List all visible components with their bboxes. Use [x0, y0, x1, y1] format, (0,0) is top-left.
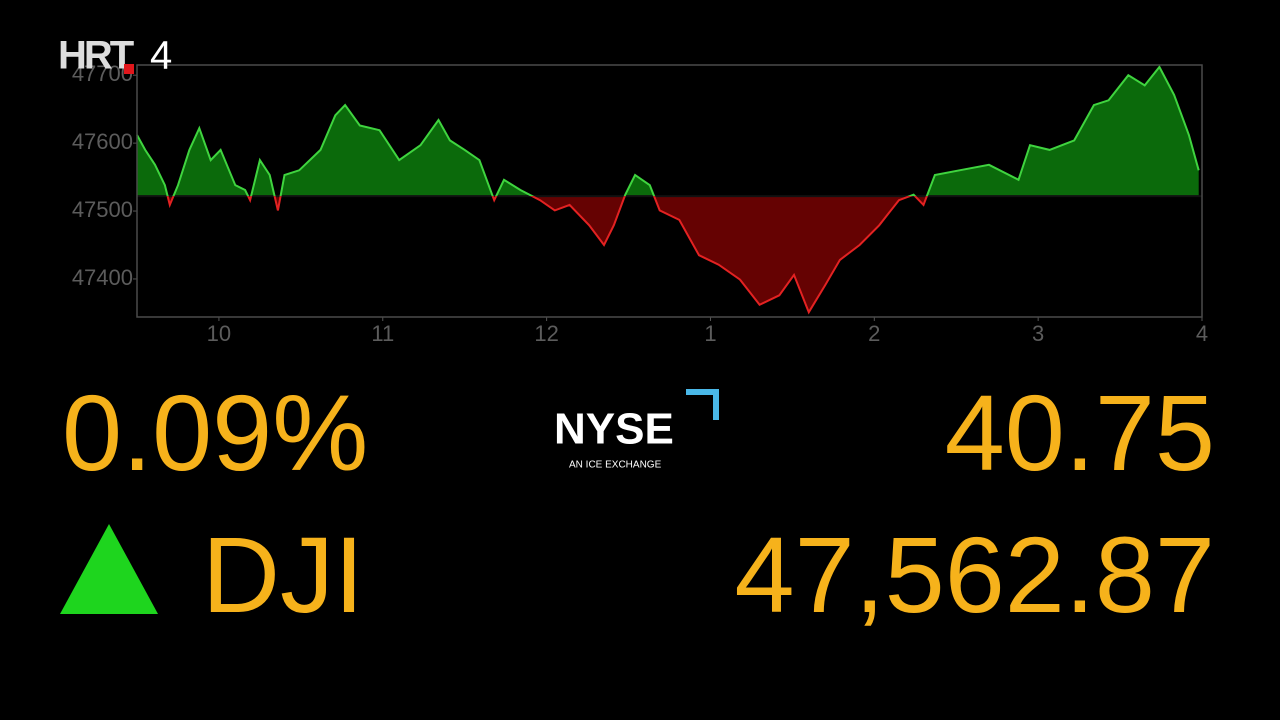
x-tick-label: 11	[371, 321, 394, 346]
y-tick-label: 47500	[72, 197, 133, 222]
x-tick-label: 4	[1196, 321, 1208, 346]
change: 40.75	[945, 372, 1215, 493]
area-up	[137, 67, 1199, 197]
exchange-tagline: AN ICE EXCHANGE	[569, 460, 662, 471]
y-tick-label: 47600	[72, 129, 133, 154]
x-tick-label: 3	[1032, 321, 1044, 346]
channel-logo: HRT 4	[58, 34, 172, 78]
logo-square	[124, 64, 134, 74]
x-tick-label: 12	[534, 321, 558, 346]
exchange-name: NYSE	[554, 405, 674, 454]
x-tick-label: 2	[868, 321, 880, 346]
change-pct: 0.09%	[62, 372, 368, 493]
channel-brand: HRT	[58, 34, 134, 78]
channel-number: 4	[150, 34, 172, 78]
line-up	[136, 65, 1200, 197]
symbol: DJI	[202, 514, 364, 635]
y-tick-label: 47700	[72, 61, 133, 86]
line-down	[166, 196, 928, 315]
logo-corner	[686, 389, 719, 420]
y-tick-label: 47400	[72, 265, 133, 290]
up-arrow	[60, 524, 158, 614]
area-down	[167, 196, 927, 313]
x-tick-label: 1	[704, 321, 716, 346]
plot-frame	[136, 64, 1203, 318]
nyse-logo: NYSE AN ICE EXCHANGE	[554, 389, 719, 471]
x-tick-label: 10	[207, 321, 231, 346]
price: 47,562.87	[735, 514, 1215, 635]
